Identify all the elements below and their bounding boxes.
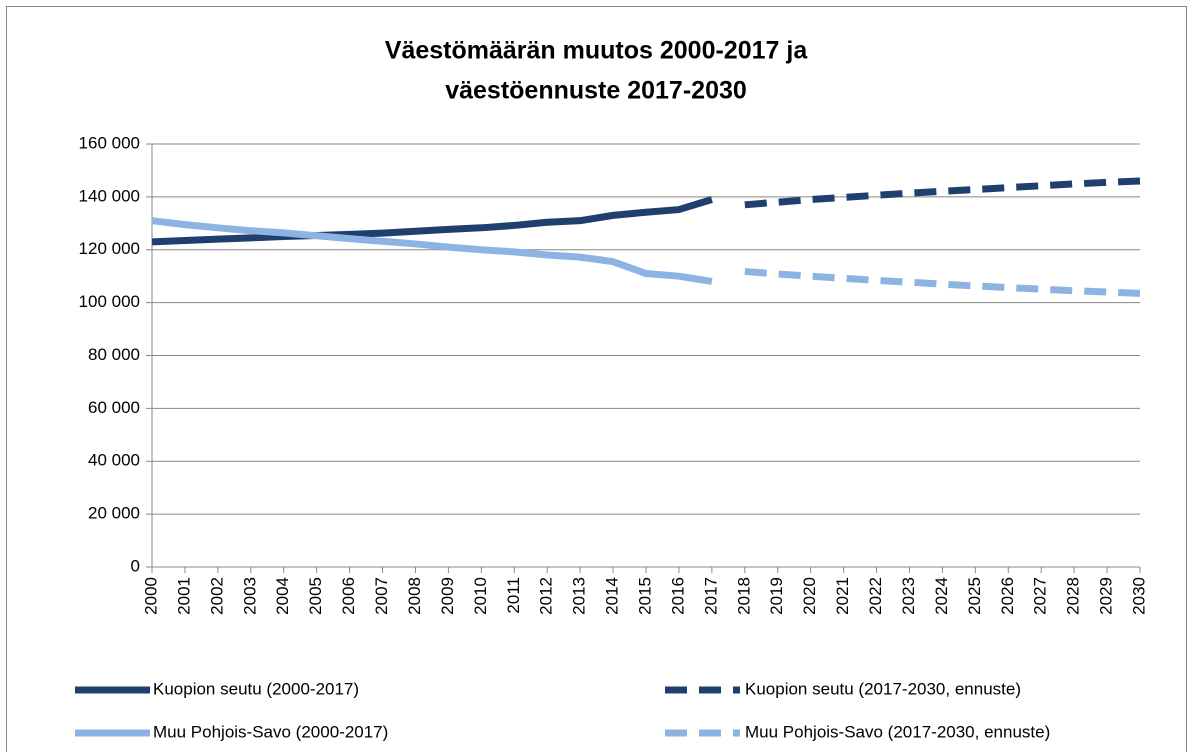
x-tick-label: 2022 xyxy=(866,577,885,615)
x-tick-label: 2025 xyxy=(965,577,984,615)
x-tick-label: 2003 xyxy=(240,577,259,615)
chart-frame xyxy=(6,6,1187,752)
x-tick-label: 2011 xyxy=(504,577,523,614)
x-tick-label: 2012 xyxy=(537,577,556,615)
x-tick-label: 2002 xyxy=(207,577,226,615)
y-tick-label: 80 000 xyxy=(88,345,140,364)
y-tick-label: 100 000 xyxy=(79,292,140,311)
series-line xyxy=(151,217,713,285)
x-tick-label: 2023 xyxy=(899,577,918,615)
legend-label: Muu Pohjois-Savo (2017-2030, ennuste) xyxy=(745,722,1050,741)
y-tick-label: 40 000 xyxy=(88,451,140,470)
x-tick-label: 2026 xyxy=(998,577,1017,615)
legend-label: Muu Pohjois-Savo (2000-2017) xyxy=(153,722,388,741)
x-tick-label: 2017 xyxy=(701,577,720,615)
x-tick-label: 2013 xyxy=(570,577,589,615)
x-tick-label: 2015 xyxy=(635,577,654,615)
series-line xyxy=(151,196,713,246)
x-tick-label: 2028 xyxy=(1064,577,1083,615)
y-tick-label: 60 000 xyxy=(88,398,140,417)
x-tick-label: 2000 xyxy=(141,577,160,615)
x-tick-label: 2030 xyxy=(1129,577,1148,615)
legend-label: Kuopion seutu (2000-2017) xyxy=(153,679,359,698)
x-tick-label: 2024 xyxy=(932,577,951,615)
x-tick-label: 2014 xyxy=(603,577,622,615)
x-tick-label: 2007 xyxy=(372,577,391,615)
x-tick-label: 2006 xyxy=(339,577,358,615)
x-tick-label: 2001 xyxy=(174,577,193,615)
x-tick-label: 2005 xyxy=(306,577,325,615)
x-tick-label: 2029 xyxy=(1097,577,1116,615)
x-tick-label: 2020 xyxy=(800,577,819,615)
x-tick-label: 2018 xyxy=(734,577,753,615)
y-tick-label: 0 xyxy=(131,556,140,575)
x-tick-label: 2009 xyxy=(438,577,457,615)
chart-title: Väestömäärän muutos 2000-2017 ja xyxy=(385,37,809,65)
x-tick-label: 2004 xyxy=(273,577,292,615)
y-tick-label: 140 000 xyxy=(79,186,140,205)
y-tick-label: 160 000 xyxy=(79,133,140,152)
x-tick-label: 2010 xyxy=(471,577,490,615)
y-tick-label: 20 000 xyxy=(88,504,140,523)
x-tick-label: 2019 xyxy=(767,577,786,615)
x-tick-label: 2008 xyxy=(405,577,424,615)
y-tick-label: 120 000 xyxy=(79,239,140,258)
x-tick-label: 2021 xyxy=(833,577,852,615)
legend-label: Kuopion seutu (2017-2030, ennuste) xyxy=(745,679,1021,698)
x-tick-label: 2027 xyxy=(1031,577,1050,615)
x-tick-label: 2016 xyxy=(668,577,687,615)
chart-title: väestöennuste 2017-2030 xyxy=(445,77,747,105)
